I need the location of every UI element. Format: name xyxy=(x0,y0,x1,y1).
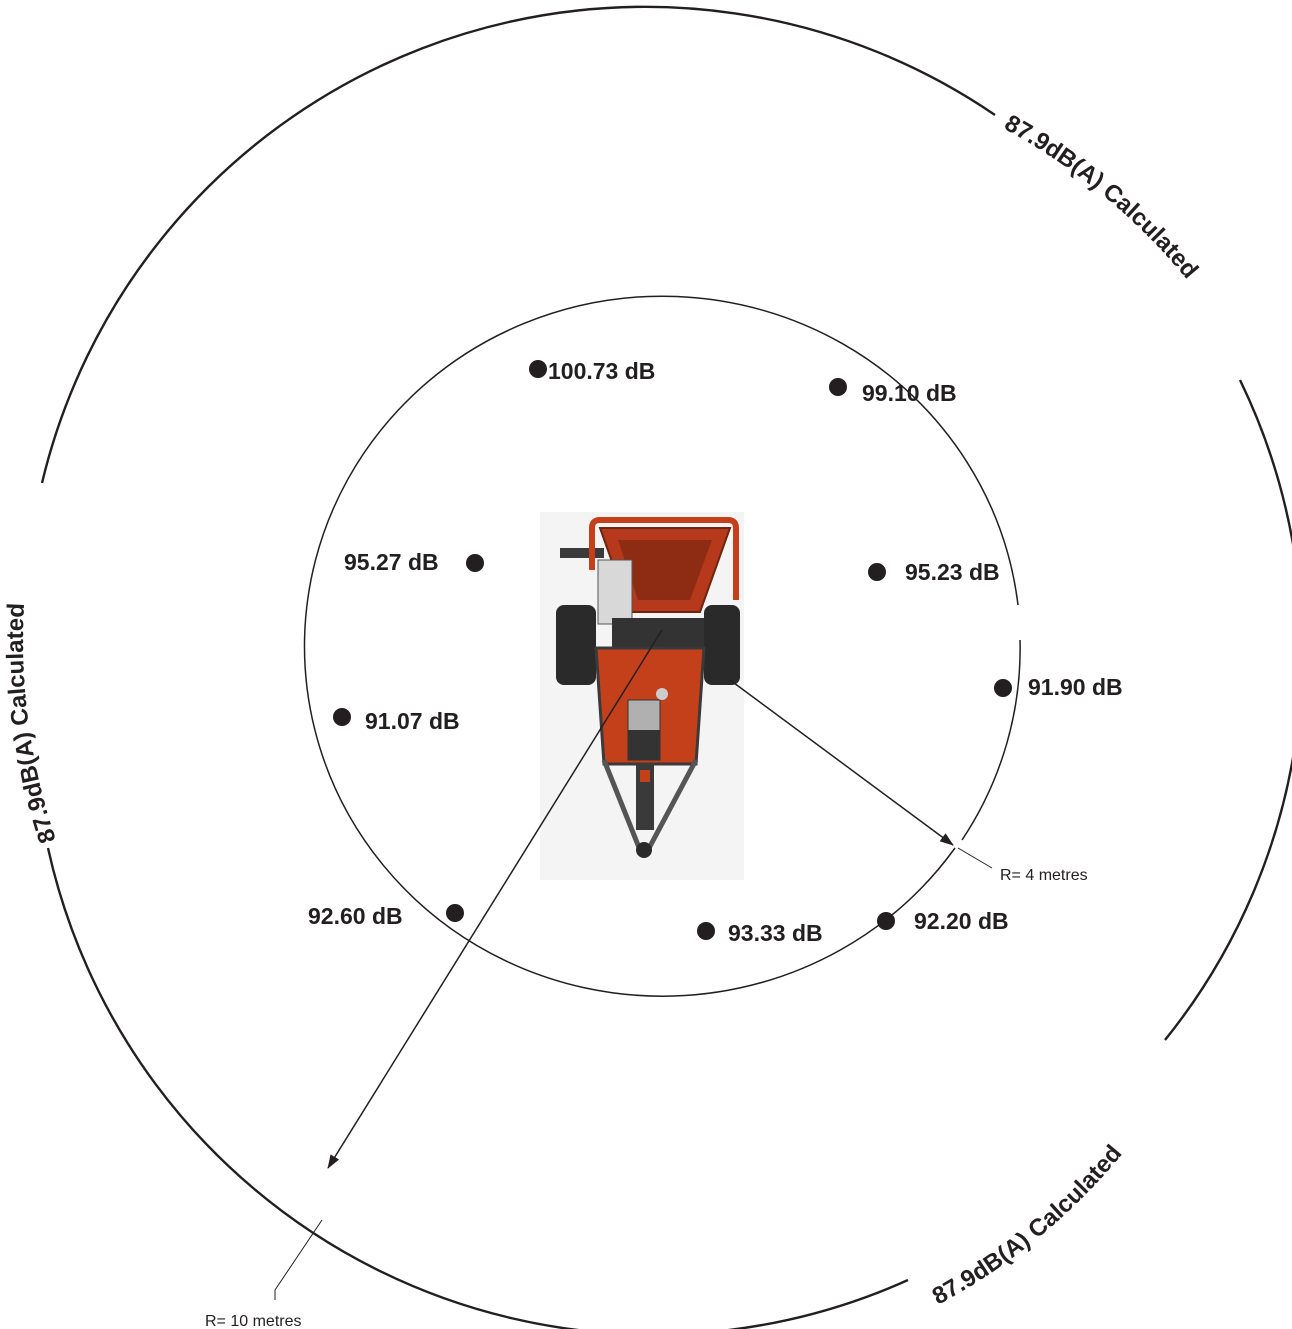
outer-ring-label-left: 87.9dB(A) Calculated xyxy=(2,602,62,846)
measurement-dot xyxy=(868,563,886,581)
machine-illustration xyxy=(540,512,744,880)
measurement-label: 93.33 dB xyxy=(728,920,823,946)
measurement-point: 91.90 dB xyxy=(994,674,1123,700)
outer-ring-segment xyxy=(46,847,909,1329)
measurement-point: 99.10 dB xyxy=(829,378,957,406)
outer-ring xyxy=(40,5,1292,1329)
outer-radius-label: R= 10 metres xyxy=(205,1313,301,1329)
measurement-label: 95.23 dB xyxy=(905,559,1000,585)
outer-ring-label-bottom-right: 87.9dB(A) Calculated xyxy=(928,1140,1127,1310)
measurement-dot xyxy=(829,378,847,396)
measurement-dot xyxy=(333,708,351,726)
measurement-dot xyxy=(529,360,547,378)
measurement-point: 92.20 dB xyxy=(877,908,1009,934)
measurement-label: 100.73 dB xyxy=(548,358,655,384)
measurement-point: 91.07 dB xyxy=(333,708,460,734)
measurement-label: 95.27 dB xyxy=(344,549,439,575)
inner-radius-indicator: R= 4 metres xyxy=(729,679,1088,884)
outer-ring-segment xyxy=(40,5,996,484)
measurement-label: 92.60 dB xyxy=(308,903,403,929)
measurement-label: 91.90 dB xyxy=(1028,674,1123,700)
measurement-dot xyxy=(994,679,1012,697)
inner-ring-segment xyxy=(303,295,1019,997)
outer-ring-label-top-right: 87.9dB(A) Calculated xyxy=(1000,110,1203,284)
inner-ring-segment xyxy=(961,639,1021,841)
outer-ring-segment xyxy=(1164,379,1292,1041)
measurement-label: 92.20 dB xyxy=(914,908,1009,934)
measurement-point: 95.23 dB xyxy=(868,559,1000,585)
inner-ring xyxy=(303,295,1021,997)
measurement-dot xyxy=(877,912,895,930)
outer-radius-indicator: R= 10 metres xyxy=(205,629,663,1329)
measurement-label: 99.10 dB xyxy=(862,380,957,406)
measurement-point: 95.27 dB xyxy=(344,549,484,575)
inner-radius-label: R= 4 metres xyxy=(1000,867,1088,884)
measurement-point: 92.60 dB xyxy=(308,903,464,929)
measurement-dot xyxy=(697,922,715,940)
measurement-label: 91.07 dB xyxy=(365,708,460,734)
measurement-dot xyxy=(466,554,484,572)
measurement-point: 93.33 dB xyxy=(697,920,823,946)
measurement-point: 100.73 dB xyxy=(529,358,655,384)
measurement-dot xyxy=(446,904,464,922)
